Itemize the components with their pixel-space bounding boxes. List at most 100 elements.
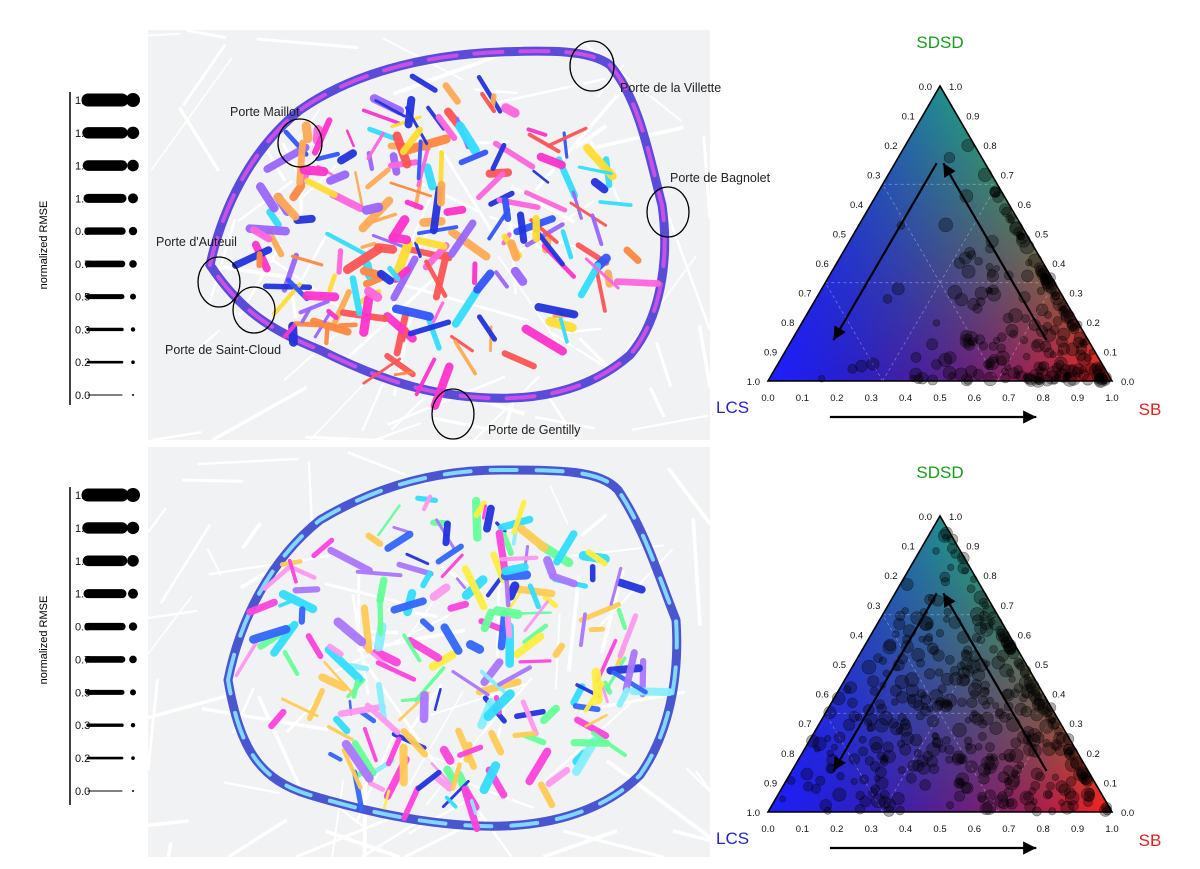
road-segment [448,227,491,261]
ternary-point [1003,363,1011,371]
ternary-point [1006,798,1018,810]
street [702,135,712,220]
ternary-point [1076,767,1089,780]
ternary-point [1008,675,1016,683]
ternary-point [875,776,889,790]
ternary-point [976,635,986,645]
ternary-point [1054,727,1063,736]
ternary-point [848,753,861,765]
right-tick-label: 0.2 [1087,749,1100,760]
ternary-point [1049,288,1058,297]
road-segment [578,612,587,648]
ternary-point [966,659,981,674]
road-segment [525,747,552,786]
ternary-point [1001,206,1013,218]
ternary-point [949,672,963,686]
ternary-point [1052,298,1066,312]
ternary-point [1037,361,1047,372]
ternary-point [979,623,994,637]
road-segment [372,648,401,667]
ternary-point [995,708,1004,717]
ternary-color-field [768,516,1112,812]
ternary-point [1031,338,1045,353]
ternary-point [1064,787,1077,800]
ternary-point [1004,753,1015,763]
road-segment [501,350,537,370]
ternary-point [907,693,923,709]
road-segment [327,643,344,657]
street [549,485,569,525]
legend-row: 1.2 [75,159,139,173]
street [325,829,400,859]
road-segment [447,219,477,258]
street [386,375,506,426]
ternary-point [1016,761,1025,770]
ternary-point [1062,372,1077,387]
road-segment [432,773,453,792]
street [374,422,422,441]
ternary-point [1066,371,1081,386]
street [697,325,712,388]
ternary-point [882,640,897,655]
ternary-point [1020,336,1029,345]
ternary-point [944,744,955,755]
ternary-point [989,721,1003,735]
road-segment [430,362,454,410]
road-segment [399,126,424,156]
street [147,694,227,720]
ternary-point [996,343,1006,353]
ternary-point [921,702,929,711]
ternary-point [963,339,976,351]
road-segment [298,299,330,315]
ternary-point [968,711,981,724]
road-segment [526,127,548,137]
road-segment [441,779,470,809]
road-segment [376,269,395,285]
ternary-point [830,743,839,751]
ternary-point [1081,775,1093,787]
ternary-point [1002,312,1014,324]
ternary-point [995,350,1010,366]
road-segments [231,73,662,410]
road-segment [419,691,429,724]
porte-de-la-villette-marker: Porte de la Villette [569,40,721,95]
ternary-point [880,758,889,767]
ternary-point [1050,291,1061,301]
ternary-point [979,687,990,698]
street [408,690,464,786]
ternary-point [1021,314,1031,323]
road-segment [387,265,401,282]
street [147,595,193,655]
road-segment [424,312,442,351]
road-segment [375,682,387,721]
ternary-point [932,738,942,747]
right-tick-label: 0.2 [1087,318,1100,329]
ternary-point [844,681,858,694]
ternary-point [965,365,978,378]
road-segment [500,531,514,557]
street [666,466,712,525]
road-segment [367,780,386,792]
road-segment [583,681,605,713]
road-segment [287,558,298,584]
left-tick-label: 0.9 [764,778,777,789]
road-segment [571,190,583,220]
ternary-point [943,351,957,365]
ternary-point [1041,274,1050,283]
road-segment [539,704,560,725]
street [283,309,365,381]
ternary-point [978,732,987,741]
ternary-point [940,700,953,713]
ternary-point [1035,303,1049,317]
ternary-point [1029,368,1040,379]
ternary-plot-top: 0.00.0 1.00.10.1 0.90.20.2 0.80.30.3 0.70.40… [716,33,1161,424]
ternary-point [954,292,968,307]
ternary-point [1003,777,1012,786]
street [473,375,540,441]
street [534,85,626,192]
road-segment [479,761,501,795]
ternary-point [919,779,931,791]
road-segment [305,633,324,660]
left-tick-label: 0.6 [816,690,829,701]
bottom-tick-label: 0.5 [933,824,946,835]
